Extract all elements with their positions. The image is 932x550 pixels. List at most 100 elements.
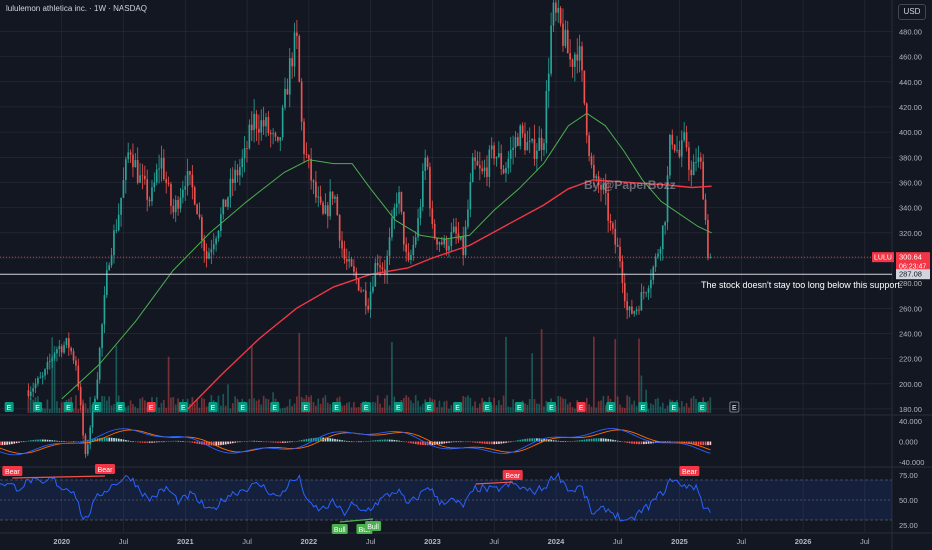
candle-body bbox=[664, 222, 666, 226]
macd-histogram-bar bbox=[509, 441, 512, 443]
earnings-marker: E bbox=[33, 402, 43, 412]
candle-body bbox=[117, 214, 120, 231]
volume-bar bbox=[253, 398, 255, 413]
candle-body bbox=[455, 226, 457, 234]
macd-histogram-bar bbox=[564, 441, 567, 442]
candle-body bbox=[500, 153, 503, 170]
candle-body bbox=[236, 169, 239, 176]
volume-bar bbox=[89, 396, 92, 413]
macd-histogram-bar bbox=[557, 440, 560, 442]
volume-bar bbox=[574, 408, 576, 413]
macd-histogram-bar bbox=[567, 441, 569, 442]
macd-histogram-bar bbox=[308, 438, 310, 442]
macd-histogram-bar bbox=[531, 438, 534, 442]
macd-histogram-bar bbox=[676, 441, 678, 443]
candle-body bbox=[329, 191, 331, 217]
volume-bar bbox=[621, 407, 624, 413]
candle-body bbox=[144, 175, 146, 180]
volume-bar bbox=[436, 407, 438, 413]
macd-histogram-bar bbox=[258, 441, 260, 442]
macd-histogram-bar bbox=[13, 441, 16, 444]
macd-histogram-bar bbox=[405, 441, 408, 443]
candle-body bbox=[34, 383, 37, 389]
candle-body bbox=[165, 179, 168, 184]
candle-body bbox=[127, 152, 130, 160]
macd-histogram-bar bbox=[329, 438, 332, 442]
candle-body bbox=[490, 145, 493, 150]
macd-histogram-bar bbox=[372, 440, 374, 442]
rsi-line bbox=[0, 472, 711, 522]
candle-body bbox=[148, 199, 151, 202]
volume-bar bbox=[288, 399, 291, 413]
candle-body bbox=[277, 136, 279, 141]
candle-body bbox=[224, 199, 227, 207]
candle-body bbox=[48, 361, 51, 363]
candle-body bbox=[153, 182, 156, 188]
macd-histogram-bar bbox=[384, 439, 386, 442]
volume-bar bbox=[201, 397, 203, 413]
time-tick-label: 2025 bbox=[671, 537, 688, 546]
candle-body bbox=[486, 167, 488, 177]
price-tick-label: 220.00 bbox=[899, 355, 922, 364]
candle-body bbox=[260, 120, 263, 133]
time-tick-label: 2021 bbox=[177, 537, 194, 546]
candle-body bbox=[590, 156, 593, 165]
volume-bar bbox=[526, 404, 529, 413]
macd-histogram-bar bbox=[395, 440, 398, 442]
earnings-badge bbox=[270, 402, 280, 412]
volume-bar bbox=[141, 397, 144, 413]
macd-histogram-bar bbox=[324, 437, 327, 442]
earnings-badge bbox=[238, 402, 248, 412]
volume-bar bbox=[267, 399, 270, 413]
candle-body bbox=[250, 124, 253, 131]
candle-body bbox=[239, 167, 241, 176]
candle-body bbox=[616, 244, 619, 247]
macd-histogram-bar bbox=[650, 441, 652, 444]
candle-body bbox=[94, 398, 96, 406]
candle-body bbox=[498, 153, 500, 157]
volume-bar bbox=[593, 336, 595, 413]
currency-button[interactable]: USD bbox=[898, 4, 926, 20]
macd-histogram-bar bbox=[227, 441, 229, 445]
divergence-line bbox=[475, 481, 513, 485]
volume-bar bbox=[631, 404, 633, 413]
candle-body bbox=[46, 362, 49, 370]
earnings-label: E bbox=[455, 405, 460, 412]
macd-histogram-bar bbox=[388, 439, 391, 442]
candle-body bbox=[635, 309, 638, 312]
earnings-badge bbox=[301, 402, 311, 412]
macd-histogram-bar bbox=[8, 441, 11, 445]
macd-histogram-bar bbox=[436, 441, 438, 445]
candle-body bbox=[604, 183, 607, 194]
macd-histogram-bar bbox=[455, 441, 458, 443]
volume-bar bbox=[616, 396, 619, 413]
candle-body bbox=[676, 149, 678, 151]
macd-histogram-bar bbox=[419, 441, 422, 445]
volume-bar bbox=[374, 402, 377, 413]
macd-histogram-bar bbox=[410, 441, 412, 444]
macd-histogram-bar bbox=[0, 441, 1, 446]
macd-histogram-bar bbox=[15, 441, 18, 444]
volume-bar bbox=[163, 399, 165, 413]
macd-histogram-bar bbox=[117, 438, 120, 442]
candle-body bbox=[331, 191, 334, 199]
macd-histogram-bar bbox=[690, 441, 693, 444]
earnings-badge bbox=[63, 402, 73, 412]
earnings-label: E bbox=[641, 405, 646, 412]
divergence-line bbox=[339, 518, 374, 523]
candle-body bbox=[400, 192, 403, 212]
signal-badge bbox=[679, 466, 700, 476]
volume-bar bbox=[165, 407, 168, 413]
candle-body bbox=[697, 157, 700, 162]
earnings-marker: E bbox=[332, 402, 342, 412]
candle-body bbox=[538, 137, 541, 151]
volume-bar bbox=[652, 404, 655, 413]
candle-body bbox=[642, 291, 645, 293]
macd-histogram-bar bbox=[593, 438, 595, 442]
volume-bar bbox=[619, 404, 621, 413]
macd-histogram-bar bbox=[196, 441, 199, 444]
candle-body bbox=[704, 199, 707, 220]
volume-bar bbox=[531, 353, 533, 413]
macd-histogram-bar bbox=[336, 439, 339, 442]
